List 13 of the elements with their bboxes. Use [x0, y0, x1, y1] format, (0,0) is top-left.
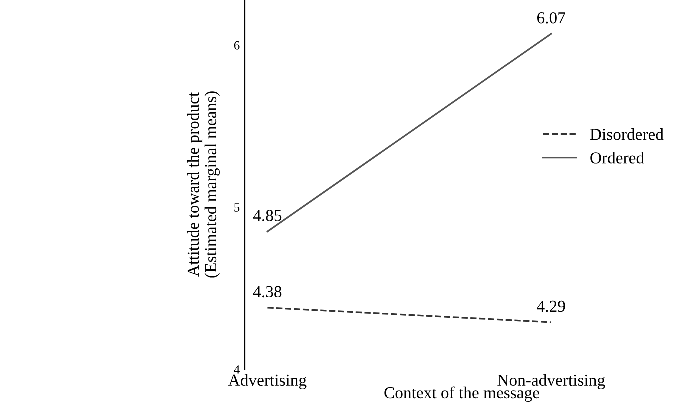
- data-label: 4.29: [537, 300, 566, 312]
- legend-label: Disordered: [590, 128, 664, 140]
- x-axis-title: Context of the message: [384, 386, 540, 402]
- data-label: 6.07: [537, 12, 566, 24]
- x-tick-label: Non-advertising: [498, 374, 606, 390]
- y-tick-label: 6: [234, 41, 240, 50]
- x-tick-label: Advertising: [228, 374, 307, 390]
- data-label: 4.38: [253, 286, 282, 298]
- y-tick-label: 4: [234, 366, 240, 374]
- legend-label: Ordered: [590, 152, 644, 164]
- data-label: 4.85: [253, 210, 282, 222]
- y-tick-label: 5: [234, 204, 240, 212]
- y-axis-title: Attitude toward the product (Estimated marginal means): [187, 92, 220, 278]
